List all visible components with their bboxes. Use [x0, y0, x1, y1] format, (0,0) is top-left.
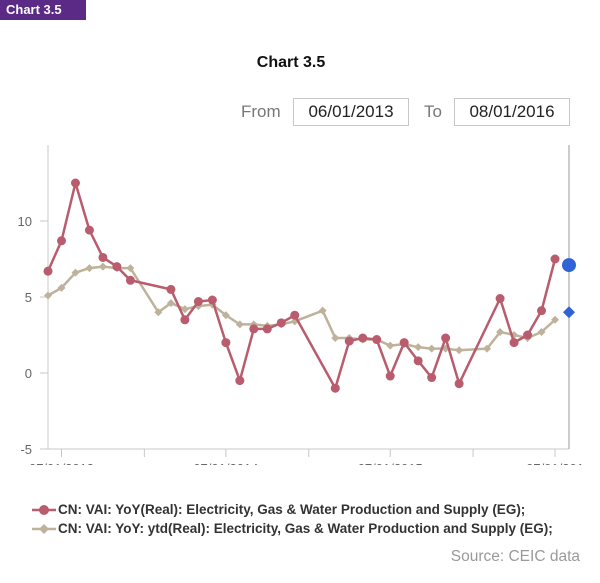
series-2-point — [166, 299, 175, 308]
series-2-point — [44, 291, 52, 300]
series-1-point — [43, 266, 53, 276]
series-1-line — [46, 181, 557, 390]
series-2-point — [318, 306, 327, 315]
legend-marker-circle-icon — [32, 505, 56, 515]
series-2-point — [551, 315, 560, 324]
series-1-point — [98, 252, 108, 262]
series-2-point — [85, 264, 94, 273]
series-2-point — [126, 264, 135, 273]
series-1-point — [290, 310, 300, 320]
series-1-point — [537, 306, 547, 316]
series-2-point — [386, 341, 395, 350]
series-2-point — [98, 262, 107, 271]
legend-label-series-2: CN: VAI: YoY: ytd(Real): Electricity, Ga… — [58, 521, 553, 536]
y-tick-label: -5 — [20, 442, 32, 457]
series-1-point — [276, 318, 286, 328]
y-tick-label: 0 — [25, 366, 32, 381]
from-label: From — [241, 102, 281, 121]
series-1-point — [262, 324, 272, 334]
series-1-point — [166, 284, 176, 294]
series-1-point — [454, 379, 464, 389]
source-note: Source: CEIC data — [450, 548, 580, 565]
y-tick-label: 5 — [25, 290, 32, 305]
series-1-point — [509, 338, 519, 348]
series-2-point — [483, 344, 492, 353]
series-2-point — [455, 346, 464, 355]
series-1-point — [441, 333, 451, 343]
series-2-point — [496, 327, 505, 336]
series-1-point — [57, 236, 67, 246]
x-tick-label: 07/01/2013 — [29, 461, 94, 465]
to-label: To — [424, 102, 442, 121]
series-2-point — [235, 320, 244, 329]
series-2-point-latest — [563, 306, 575, 319]
series-1-point — [221, 338, 231, 348]
x-tick-label: 07/01/2014 — [193, 461, 258, 465]
x-tick-label: 07/01/201 — [526, 461, 584, 465]
series-1-point — [550, 254, 560, 264]
x-tick-label: 07/01/2015 — [358, 461, 423, 465]
series-1-point — [358, 333, 368, 343]
series-1-point — [84, 225, 94, 235]
series-1-point — [193, 297, 203, 307]
series-1-point — [330, 383, 340, 393]
series-2-point — [154, 308, 163, 317]
series-1-point — [112, 262, 122, 272]
series-1-point — [399, 338, 409, 348]
series-2-point — [537, 327, 546, 336]
from-date-input[interactable] — [293, 98, 409, 126]
legend-label-series-1: CN: VAI: YoY(Real): Electricity, Gas & W… — [58, 502, 526, 517]
series-1-point — [125, 275, 135, 285]
series-2-point — [57, 283, 66, 292]
series-2-point — [414, 343, 423, 352]
chart-title: Chart 3.5 — [256, 54, 326, 71]
series-2-point — [221, 311, 230, 320]
series-1-point — [385, 371, 395, 381]
line-chart: 10 5 0 -5 07/01/2013 07/01/2014 07/01/2015 07/0… — [18, 145, 584, 465]
series-1-point — [344, 336, 354, 346]
to-date-input[interactable] — [454, 98, 570, 126]
series-1-point-latest — [562, 258, 576, 273]
series-1-point — [70, 178, 80, 188]
series-2-point — [427, 344, 436, 353]
series-1-point — [413, 356, 423, 366]
legend-marker-diamond-icon — [32, 524, 56, 534]
series-2-line — [47, 265, 556, 352]
series-1-point — [372, 335, 382, 345]
series-1-point — [523, 330, 533, 340]
chart-badge: Chart 3.5 — [0, 0, 86, 20]
series-1-point — [427, 373, 437, 383]
series-1-point — [207, 295, 217, 305]
series-2-point — [71, 268, 80, 277]
series-1-point — [495, 294, 505, 304]
series-1-point — [180, 315, 190, 325]
series-2-point — [331, 334, 340, 343]
y-tick-label: 10 — [18, 214, 32, 229]
series-2-point — [180, 305, 189, 314]
series-1-point — [235, 376, 245, 386]
series-1-point — [249, 324, 259, 334]
